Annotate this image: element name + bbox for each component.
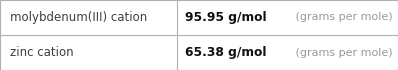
Text: molybdenum(III) cation: molybdenum(III) cation — [10, 11, 147, 24]
Text: (grams per mole): (grams per mole) — [293, 13, 393, 22]
Text: (grams per mole): (grams per mole) — [292, 48, 393, 57]
Text: 65.38 g/mol: 65.38 g/mol — [185, 46, 267, 59]
Text: zinc cation: zinc cation — [10, 46, 74, 59]
Text: 95.95 g/mol: 95.95 g/mol — [185, 11, 267, 24]
